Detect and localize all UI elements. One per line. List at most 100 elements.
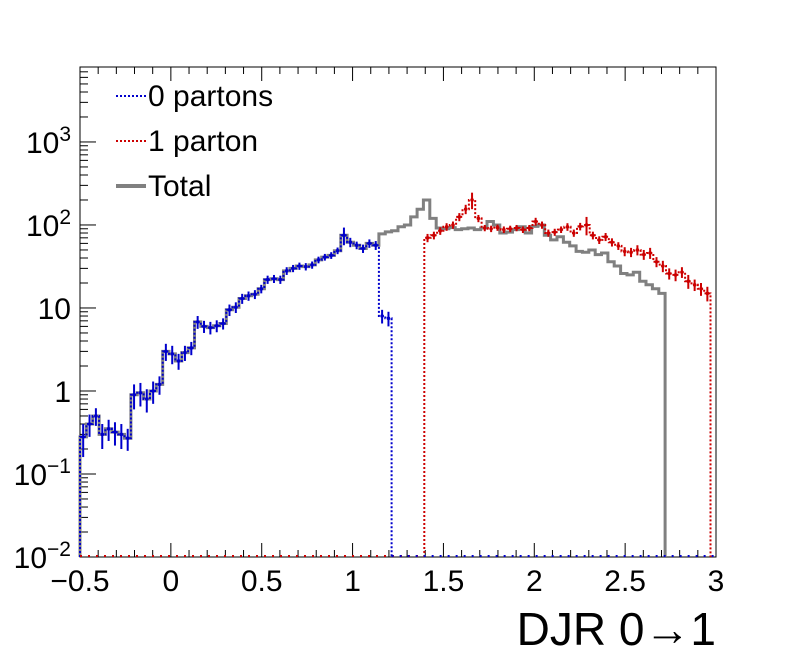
data-point <box>610 240 614 245</box>
x-tick-label: 1.5 <box>423 565 465 598</box>
data-point <box>546 231 551 235</box>
series-line-total <box>78 198 667 557</box>
data-point <box>699 287 703 291</box>
data-point <box>616 244 621 248</box>
data-point <box>183 350 187 355</box>
data-point <box>686 279 691 284</box>
data-point <box>361 246 365 251</box>
data-point <box>597 238 602 242</box>
x-tick-label: 0 <box>163 565 180 598</box>
data-point <box>316 258 321 262</box>
data-point <box>622 249 627 254</box>
data-point <box>373 243 378 248</box>
data-point <box>234 305 238 310</box>
data-point <box>482 226 487 230</box>
data-point <box>259 287 264 291</box>
data-point <box>629 250 633 254</box>
data-point <box>591 233 595 238</box>
x-tick-label: 2 <box>526 565 543 598</box>
legend-label-0-partons: 0 partons <box>148 80 273 113</box>
data-point <box>81 435 85 439</box>
data-point <box>303 264 308 269</box>
data-point <box>470 198 474 202</box>
data-point <box>654 260 659 264</box>
data-point <box>451 223 455 227</box>
legend: 0 partons 1 parton Total <box>116 80 273 203</box>
data-point <box>572 231 576 235</box>
data-point <box>367 241 372 246</box>
y-tick-label: 10−2 <box>14 538 71 575</box>
data-point <box>297 264 302 268</box>
data-point <box>354 243 359 248</box>
data-point <box>603 235 608 239</box>
data-point <box>641 252 646 257</box>
data-point <box>661 264 665 268</box>
data-point <box>265 277 270 282</box>
data-point <box>157 382 162 387</box>
data-point <box>692 283 697 287</box>
data-point <box>138 391 143 395</box>
data-point <box>342 233 346 238</box>
data-point <box>635 248 640 252</box>
series-line-1-parton <box>423 199 712 557</box>
data-point <box>502 227 506 232</box>
data-point <box>584 223 589 227</box>
data-point <box>438 229 443 233</box>
data-point <box>514 226 519 230</box>
x-tick-label: 0.5 <box>241 565 283 598</box>
data-point <box>489 226 493 231</box>
data-point <box>170 352 175 356</box>
data-point <box>540 223 544 227</box>
series-line-0-partons <box>79 234 393 557</box>
data-point <box>335 248 340 253</box>
data-point <box>578 224 582 229</box>
data-point <box>240 296 244 301</box>
data-point <box>214 323 219 328</box>
data-point <box>508 226 513 231</box>
data-point <box>565 225 570 229</box>
data-point <box>425 236 430 240</box>
x-tick-label: 3 <box>708 565 725 598</box>
data-point <box>119 432 124 437</box>
x-tick-label: −0.5 <box>50 565 109 598</box>
data-point <box>432 233 436 238</box>
data-point <box>125 436 130 440</box>
data-point <box>87 422 92 426</box>
data-point <box>527 226 532 230</box>
data-point <box>278 277 283 282</box>
data-point <box>189 346 194 350</box>
data-point <box>386 316 391 321</box>
x-tick-label: 2.5 <box>604 565 646 598</box>
data-point <box>106 427 111 431</box>
data-point <box>348 240 353 245</box>
data-point <box>100 432 105 437</box>
data-point <box>164 349 168 354</box>
data-point <box>521 227 525 232</box>
data-point <box>457 215 462 219</box>
data-point <box>176 359 181 363</box>
data-point <box>329 253 334 258</box>
data-point <box>202 324 206 329</box>
data-point <box>495 225 500 230</box>
y-tick-label: 103 <box>26 123 71 160</box>
y-tick-label: 10−1 <box>14 455 71 492</box>
data-point <box>559 227 563 232</box>
x-tick-label: 1 <box>344 565 361 598</box>
data-point <box>94 414 98 418</box>
data-point <box>253 292 257 297</box>
x-tick-labels: −0.5 0 0.5 1 1.5 2 2.5 3 <box>50 565 724 598</box>
data-point <box>291 266 295 271</box>
data-point <box>680 270 684 274</box>
data-point <box>648 251 652 255</box>
data-point <box>673 273 678 277</box>
data-point <box>380 314 384 318</box>
data-point <box>705 291 710 296</box>
data-point <box>667 271 672 276</box>
y-tick-labels: 10−2 10−1 1 10 102 103 <box>14 123 71 575</box>
data-point <box>132 392 136 397</box>
legend-label-total: Total <box>148 170 211 203</box>
data-point <box>552 230 557 234</box>
y-tick-label: 1 <box>54 376 71 409</box>
data-point <box>113 430 117 434</box>
